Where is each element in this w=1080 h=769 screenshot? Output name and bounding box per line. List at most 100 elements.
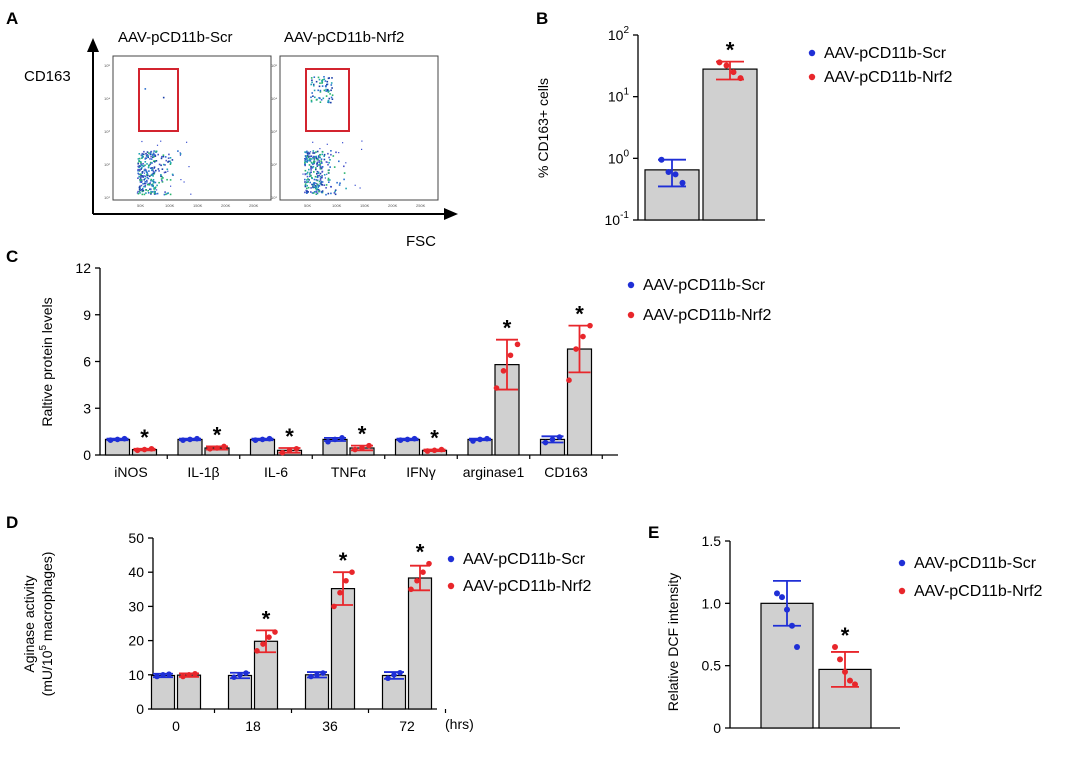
data-point <box>852 681 858 688</box>
flow-gate-dot <box>321 80 323 83</box>
y-tick-label: 10 <box>128 667 144 683</box>
data-point <box>279 449 286 456</box>
flow-event-dot <box>320 158 323 160</box>
flow-event-dot <box>319 179 322 181</box>
data-point <box>424 448 431 454</box>
flow-event-dot <box>160 174 162 176</box>
data-point <box>332 436 338 443</box>
data-point <box>134 447 141 454</box>
flow-event-dot <box>307 178 309 180</box>
flow-event-dot <box>314 187 317 190</box>
data-point <box>420 569 426 575</box>
flow-event-dot <box>143 150 145 153</box>
flow-gate-dot <box>325 95 328 97</box>
flow-event-dot <box>304 151 306 153</box>
flow-gate-dot <box>313 84 315 87</box>
flow-event-dot <box>152 154 154 157</box>
data-point <box>847 677 853 684</box>
flow-gate-dot <box>144 88 147 90</box>
flow-event-dot <box>147 177 150 180</box>
y-tick-label: 50 <box>128 530 144 546</box>
flow-event-dot <box>343 178 345 181</box>
y-tick-label: 1.5 <box>702 533 722 549</box>
flow-event-dot <box>316 170 319 173</box>
data-point <box>266 435 273 442</box>
panel-letter-a: A <box>6 9 18 28</box>
flow-event-dot <box>315 185 318 187</box>
flow-event-dot <box>304 162 306 164</box>
flow-x-axis-label: FSC <box>406 233 436 250</box>
flow-gate-dot <box>328 90 330 92</box>
flow-event-dot <box>319 163 321 166</box>
data-point <box>237 672 243 678</box>
flow-gate-dot <box>327 77 330 80</box>
flow-event-dot <box>141 172 143 174</box>
flow-event-dot <box>338 152 340 154</box>
data-point <box>180 437 186 443</box>
flow-event-dot <box>152 181 155 184</box>
data-point <box>438 446 445 453</box>
flow-event-dot <box>308 164 311 166</box>
flow-event-dot <box>137 168 139 171</box>
flow-mini-xtick: 50K <box>137 203 144 208</box>
flow-event-dot <box>304 184 307 187</box>
flow-gate-dot <box>321 82 323 84</box>
flow-event-dot <box>315 151 317 153</box>
data-point <box>254 648 260 654</box>
flow-event-dot <box>183 181 185 183</box>
flow-event-dot <box>305 189 307 191</box>
flow-event-dot <box>313 152 316 154</box>
legend-marker <box>627 311 635 319</box>
data-point <box>832 643 838 650</box>
flow-gate-dot <box>329 93 331 95</box>
legend-marker <box>808 73 816 81</box>
flow-event-dot <box>152 175 154 177</box>
flow-event-dot <box>148 164 150 167</box>
flow-event-dot <box>333 192 336 194</box>
data-point <box>573 346 579 352</box>
panel-e: E Relative DCF intensity 0 0.5 1.0 1.5 * AAV-… <box>648 523 1042 736</box>
flow-event-dot <box>149 175 151 177</box>
flow-event-dot <box>141 167 143 169</box>
flow-gate-dot <box>323 76 325 78</box>
flow-event-dot <box>308 159 311 162</box>
panel-d: D Aginase activity (mU/105 macrophages) … <box>6 513 591 734</box>
flow-event-dot <box>306 179 308 181</box>
y-tick-label: 0 <box>713 720 721 736</box>
flow-event-dot <box>146 151 149 153</box>
flow-event-dot <box>316 161 319 164</box>
flow-event-dot <box>310 191 312 193</box>
flow-event-dot <box>141 140 143 143</box>
panel-d-ylabel-sup: 5 <box>38 645 49 651</box>
flow-event-dot <box>334 189 337 191</box>
flow-gate-dot <box>321 81 324 83</box>
significance-star: * <box>430 426 439 451</box>
flow-event-dot <box>304 158 306 160</box>
data-point <box>214 445 220 451</box>
flow-event-dot <box>321 176 323 179</box>
flow-event-dot <box>150 193 152 195</box>
bar-nrf2 <box>407 577 433 710</box>
flow-event-dot <box>152 160 155 162</box>
y-tick-label: 40 <box>128 564 144 580</box>
flow-gate-dot <box>318 97 320 99</box>
flow-event-dot <box>160 140 162 142</box>
flow-gate-dot <box>312 95 314 97</box>
flow-event-dot <box>310 158 313 160</box>
data-point <box>107 437 114 443</box>
flow-event-dot <box>139 165 142 168</box>
significance-star: * <box>339 548 348 573</box>
y-tick-label: 12 <box>75 260 91 276</box>
x-tick-label: iNOS <box>114 464 147 480</box>
data-point <box>470 438 476 444</box>
flow-event-dot <box>306 192 308 194</box>
flow-event-dot <box>327 177 330 180</box>
flow-event-dot <box>323 158 326 161</box>
flow-event-dot <box>144 164 146 167</box>
flow-event-dot <box>152 156 154 158</box>
data-point <box>426 560 432 567</box>
flow-event-dot <box>308 151 310 154</box>
flow-gate-dot <box>330 82 333 84</box>
flow-event-dot <box>151 162 153 164</box>
bar-scr <box>227 674 253 710</box>
